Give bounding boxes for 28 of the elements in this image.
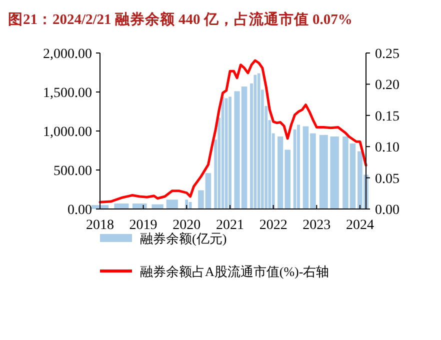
x-tick-label: 2020 — [172, 218, 201, 233]
bar — [254, 74, 257, 209]
x-tick-label: 2022 — [259, 218, 288, 233]
legend-label: 融券余额(亿元) — [140, 231, 227, 246]
x-tick-label: 2023 — [302, 218, 331, 233]
x-tick-label: 2024 — [346, 218, 374, 233]
y-tick-label: 0.00 — [68, 203, 92, 218]
y2-tick-label: 0.10 — [375, 140, 400, 156]
y2-tick-label: 0.15 — [375, 109, 400, 124]
y-tick-label: 1,000.00 — [43, 125, 92, 140]
x-tick-label: 2019 — [129, 218, 158, 233]
x-tick-label: 2018 — [86, 218, 114, 233]
y2-tick-label: 0.20 — [375, 78, 400, 94]
y-tick-label: 2,000.00 — [43, 47, 92, 62]
y-tick-label: 1,500.00 — [43, 86, 92, 101]
y2-tick-label: 0.05 — [375, 172, 400, 187]
y2-tick-label: 0.25 — [375, 47, 400, 62]
bar — [228, 96, 232, 209]
y2-tick-label: 0.00 — [375, 203, 400, 218]
bar — [257, 73, 260, 209]
x-tick-label: 2021 — [216, 218, 244, 233]
bar — [224, 98, 228, 209]
line-series — [98, 59, 368, 204]
chart-title: 图21：2024/2/21 融券余额 440 亿，占流通市值 0.07% — [8, 10, 352, 28]
bar — [293, 129, 296, 209]
y-tick-label: 500.00 — [54, 164, 92, 179]
legend-label: 融券余额占A股流通市值(%)-右轴 — [140, 264, 330, 279]
bar — [188, 202, 192, 209]
